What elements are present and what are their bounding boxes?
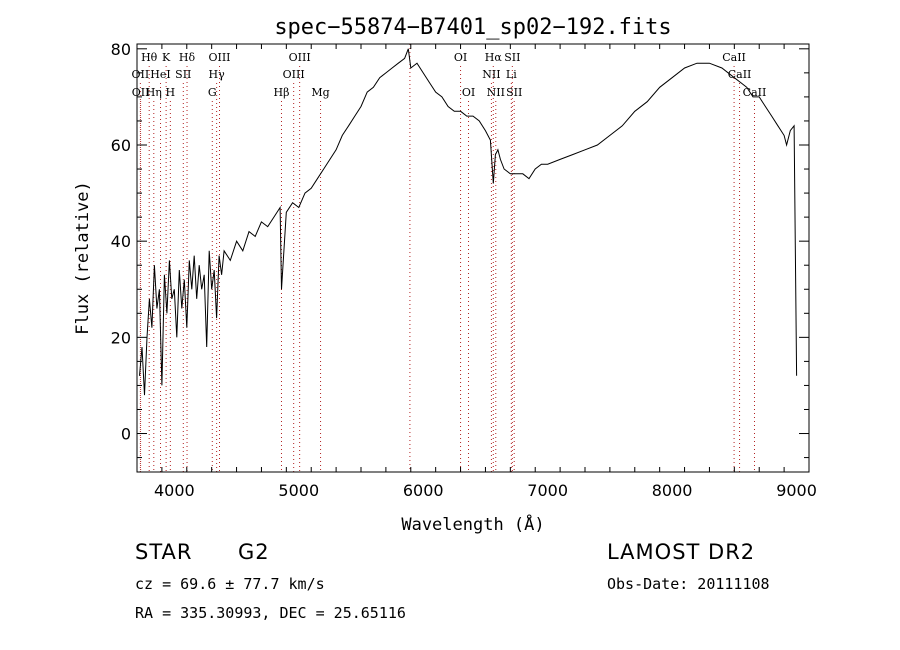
line-label: Mg xyxy=(311,86,329,99)
spectrum-line xyxy=(139,48,798,396)
line-labels: Hθ OII OII K Hη HeI H SII Hδ OIII Hγ G Hβ OIII OIII Mg O… xyxy=(132,51,767,99)
line-label: CaII xyxy=(728,68,752,81)
line-label: OIII xyxy=(283,68,305,81)
y-tick-label: 80 xyxy=(111,40,131,59)
line-label: SII xyxy=(175,68,191,81)
observation-date: Obs-Date: 20111108 xyxy=(607,575,770,593)
line-label: NII xyxy=(482,68,500,81)
y-tick-label: 60 xyxy=(111,136,131,155)
line-label: HeI xyxy=(150,68,170,81)
chart-title: spec−55874−B7401_sp02−192.fits xyxy=(274,15,671,40)
survey-name: LAMOST DR2 xyxy=(607,540,756,564)
object-class: STAR xyxy=(135,540,193,564)
line-label: Hθ xyxy=(141,51,158,64)
plot-frame xyxy=(136,43,810,473)
line-label: Hα xyxy=(485,51,503,64)
x-tick-label: 5000 xyxy=(278,481,319,500)
y-axis: 0 20 40 60 80 xyxy=(111,40,809,459)
line-label: CaII xyxy=(722,51,746,64)
line-label: OII xyxy=(132,86,150,99)
x-tick-label: 8000 xyxy=(652,481,693,500)
line-label: OIII xyxy=(208,51,230,64)
line-label: SII xyxy=(504,51,520,64)
line-label: H xyxy=(166,86,176,99)
line-markers xyxy=(139,44,755,472)
line-label: G xyxy=(208,86,217,99)
y-tick-label: 20 xyxy=(111,328,131,347)
redshift-velocity: cz = 69.6 ± 77.7 km/s xyxy=(135,575,325,593)
line-label: OI xyxy=(454,51,467,64)
x-axis-label: Wavelength (Å) xyxy=(401,513,544,535)
line-label: SII xyxy=(506,86,522,99)
x-tick-label: 9000 xyxy=(776,481,817,500)
x-tick-label: 6000 xyxy=(403,481,444,500)
line-label: Hβ xyxy=(274,86,290,99)
line-label: OI xyxy=(462,86,475,99)
line-label: K xyxy=(162,51,171,64)
line-label: Hη xyxy=(146,86,162,99)
coordinates: RA = 335.30993, DEC = 25.65116 xyxy=(135,604,406,622)
line-label: OIII xyxy=(289,51,311,64)
y-tick-label: 40 xyxy=(111,232,131,251)
line-label: Hδ xyxy=(179,51,196,64)
x-tick-label: 4000 xyxy=(154,481,195,500)
y-tick-label: 0 xyxy=(121,425,131,444)
line-label: NII xyxy=(487,86,505,99)
line-label: Li xyxy=(506,68,517,81)
object-subclass: G2 xyxy=(238,540,270,564)
line-label: Hγ xyxy=(209,68,226,81)
x-tick-label: 7000 xyxy=(527,481,568,500)
x-axis: 4000 5000 6000 7000 8000 9000 xyxy=(136,44,817,500)
line-label: OII xyxy=(132,68,150,81)
y-axis-label: Flux (relative) xyxy=(73,181,93,335)
